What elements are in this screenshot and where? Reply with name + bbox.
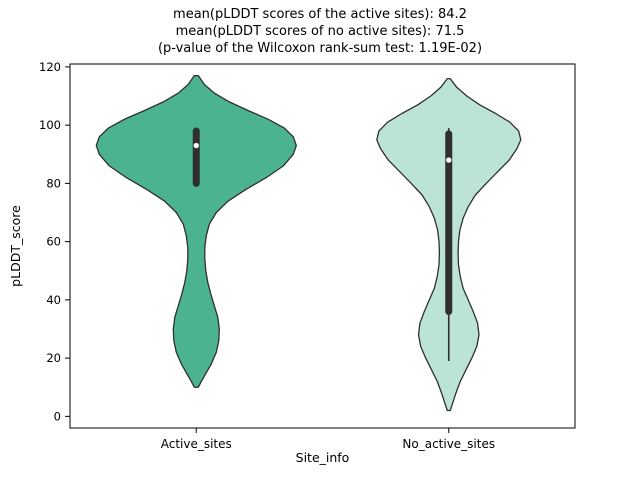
y-tick-label-80: 80 <box>46 176 61 190</box>
x-axis-label: Site_info <box>296 450 350 465</box>
chart-title-line-3: (p-value of the Wilcoxon rank-sum test: … <box>157 41 483 56</box>
x-tick-label-no_active_sites: No_active_sites <box>402 437 495 451</box>
y-axis-label: pLDDT_score <box>8 205 23 287</box>
chart-title-line-2: mean(pLDDT scores of no active sites): 7… <box>175 24 465 39</box>
y-tick-label-40: 40 <box>46 293 61 307</box>
median-dot-active_sites <box>193 142 199 149</box>
y-tick-label-120: 120 <box>39 60 61 74</box>
y-tick-label-100: 100 <box>39 118 61 132</box>
y-tick-label-0: 0 <box>54 409 61 423</box>
chart-title: mean(pLDDT scores of the active sites): … <box>0 6 640 57</box>
violin-active_sites <box>95 74 297 388</box>
y-tick-label-60: 60 <box>46 235 61 249</box>
x-tick-label-active_sites: Active_sites <box>161 437 232 451</box>
median-dot-no_active_sites <box>446 157 452 163</box>
y-tick-label-20: 20 <box>46 351 61 365</box>
chart-title-line-1: mean(pLDDT scores of the active sites): … <box>173 7 467 22</box>
